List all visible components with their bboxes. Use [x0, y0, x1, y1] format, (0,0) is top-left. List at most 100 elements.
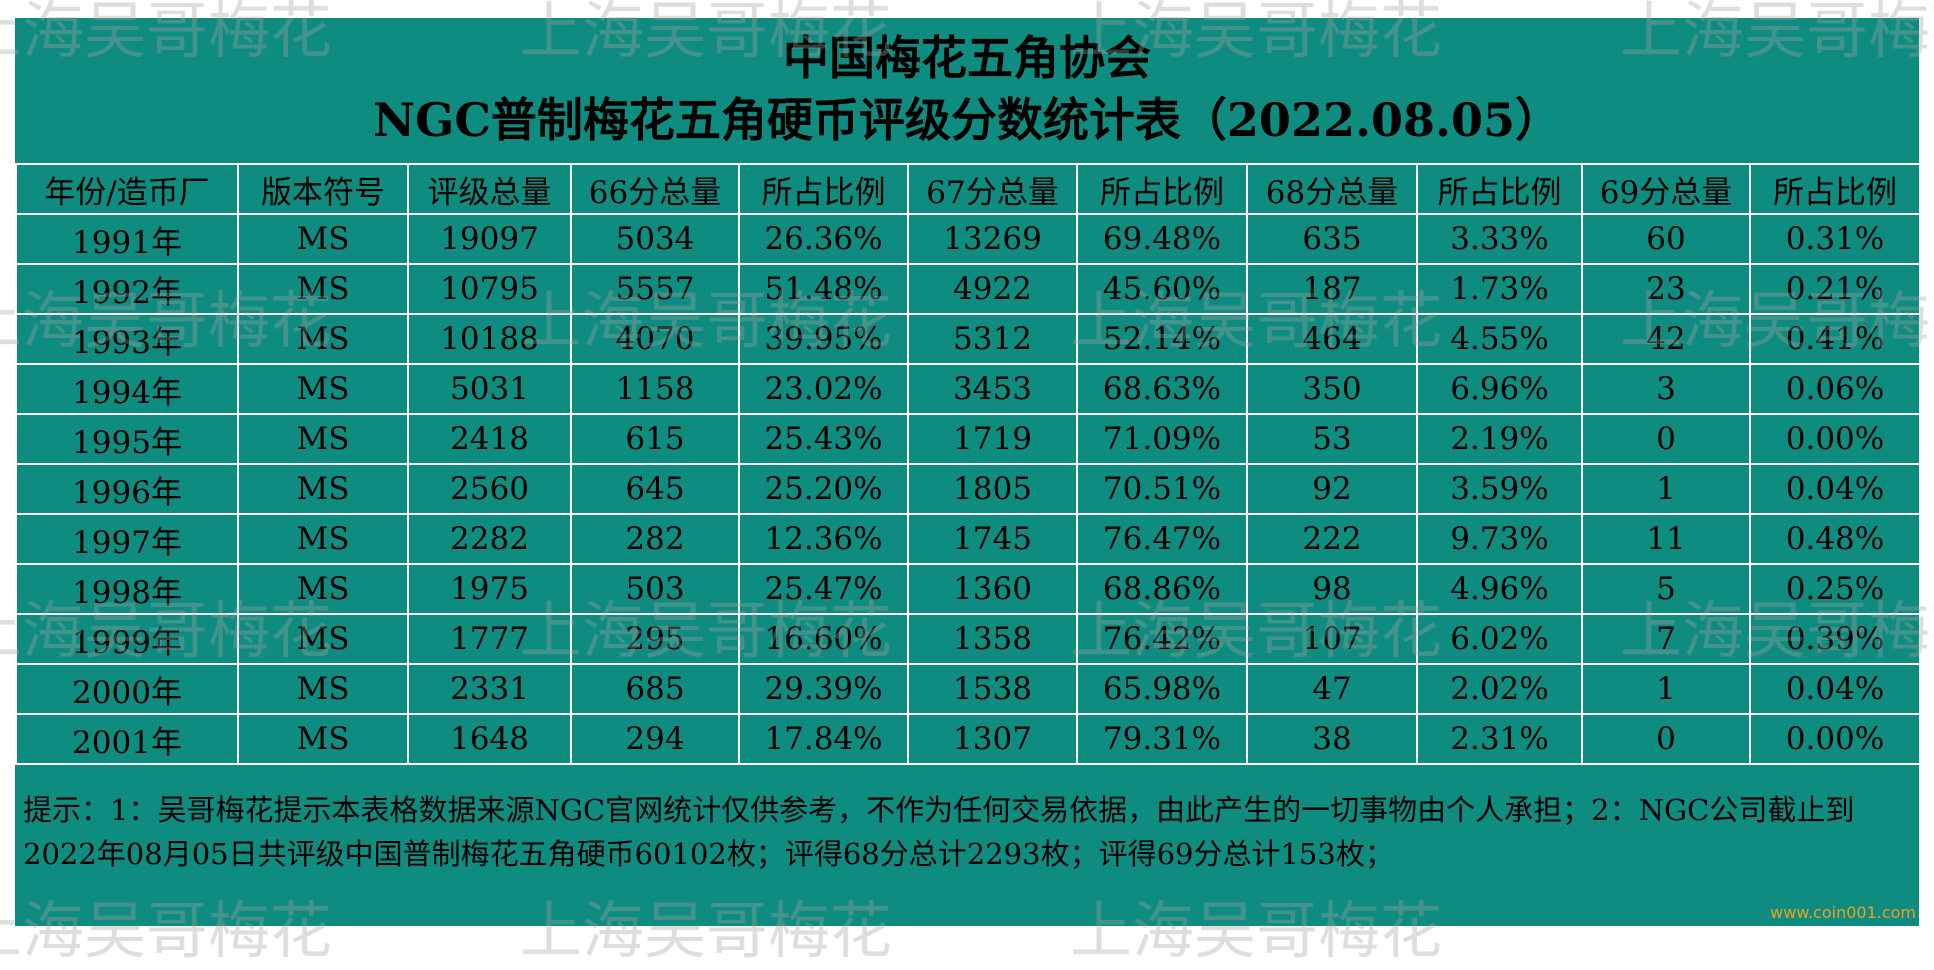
data-row: 1991年 MS 19097 5034 26.36% 13269 69.48% 635 3.33…	[15, 213, 1921, 265]
cell: 52.14%	[1076, 313, 1248, 365]
cell: 1307	[907, 713, 1078, 765]
header-cell: 所占比例	[738, 163, 909, 215]
site-watermark: www.coin001.com	[1770, 903, 1916, 922]
cell: 0.31%	[1749, 213, 1921, 265]
cell: 12.36%	[738, 513, 909, 565]
data-row: 2001年 MS 1648 294 17.84% 1307 79.31% 38 2.31% 0 0.…	[15, 713, 1921, 765]
cell: 3453	[907, 363, 1078, 415]
cell: 0.04%	[1749, 663, 1921, 715]
cell: 222	[1246, 513, 1418, 565]
data-row: 1992年 MS 10795 5557 51.48% 4922 45.60% 187 1.73%…	[15, 263, 1921, 315]
header-cell: 66分总量	[570, 163, 740, 215]
cell: 23.02%	[738, 363, 909, 415]
cell: 1745	[907, 513, 1078, 565]
cell: 2.19%	[1416, 413, 1583, 465]
cell: 1358	[907, 613, 1078, 665]
cell: 1648	[407, 713, 572, 765]
cell: 635	[1246, 213, 1418, 265]
cell: 0.41%	[1749, 313, 1921, 365]
cell: 685	[570, 663, 740, 715]
cell: 11	[1581, 513, 1751, 565]
cell: 187	[1246, 263, 1418, 315]
cell: MS	[237, 463, 409, 515]
header-cell: 所占比例	[1416, 163, 1583, 215]
cell: 295	[570, 613, 740, 665]
cell: 76.42%	[1076, 613, 1248, 665]
cell: 645	[570, 463, 740, 515]
cell: MS	[237, 563, 409, 615]
cell: MS	[237, 713, 409, 765]
header-cell: 年份/造币厂	[15, 163, 239, 215]
cell: 29.39%	[738, 663, 909, 715]
cell: 65.98%	[1076, 663, 1248, 715]
cell: MS	[237, 363, 409, 415]
cell: 1360	[907, 563, 1078, 615]
cell: 98	[1246, 563, 1418, 615]
cell: 1805	[907, 463, 1078, 515]
cell: 19097	[407, 213, 572, 265]
cell: 16.60%	[738, 613, 909, 665]
header-cell: 所占比例	[1076, 163, 1248, 215]
cell: 51.48%	[738, 263, 909, 315]
header-cell: 69分总量	[1581, 163, 1751, 215]
cell: 1719	[907, 413, 1078, 465]
cell: 2331	[407, 663, 572, 715]
cell: 3	[1581, 363, 1751, 415]
cell: 1996年	[15, 463, 239, 515]
cell: 1	[1581, 663, 1751, 715]
cell: 23	[1581, 263, 1751, 315]
cell: 25.47%	[738, 563, 909, 615]
cell: MS	[237, 513, 409, 565]
cell: 0.00%	[1749, 713, 1921, 765]
cell: 92	[1246, 463, 1418, 515]
cell: 1998年	[15, 563, 239, 615]
data-row: 1996年 MS 2560 645 25.20% 1805 70.51% 92 3.59% 1 0.…	[15, 463, 1921, 515]
cell: 2282	[407, 513, 572, 565]
cell: 1.73%	[1416, 263, 1583, 315]
cell: 0	[1581, 713, 1751, 765]
cell: 7	[1581, 613, 1751, 665]
header-cell: 67分总量	[907, 163, 1078, 215]
cell: 1975	[407, 563, 572, 615]
cell: 13269	[907, 213, 1078, 265]
cell: 1995年	[15, 413, 239, 465]
cell: 1777	[407, 613, 572, 665]
cell: 5	[1581, 563, 1751, 615]
cell: 60	[1581, 213, 1751, 265]
cell: 2.02%	[1416, 663, 1583, 715]
cell: 70.51%	[1076, 463, 1248, 515]
subtitle: NGC普制梅花五角硬币评级分数统计表（2022.08.05）	[372, 93, 1562, 147]
cell: 615	[570, 413, 740, 465]
cell: 1999年	[15, 613, 239, 665]
data-row: 1995年 MS 2418 615 25.43% 1719 71.09% 53 2.19% 0 0.…	[15, 413, 1921, 465]
cell: 45.60%	[1076, 263, 1248, 315]
cell: 0.21%	[1749, 263, 1921, 315]
cell: 1994年	[15, 363, 239, 415]
table-body: 年份/造币厂 版本符号 评级总量 66分总量 所占比例 67分总量 所占比例 68分总量 所占比…	[15, 163, 1921, 765]
cell: 79.31%	[1076, 713, 1248, 765]
cell: 1993年	[15, 313, 239, 365]
cell: 0.06%	[1749, 363, 1921, 415]
cell: 1538	[907, 663, 1078, 715]
header-cell: 评级总量	[407, 163, 572, 215]
stats-table: 年份/造币厂 版本符号 评级总量 66分总量 所占比例 67分总量 所占比例 68分总量 所占比…	[15, 163, 1921, 765]
cell: 26.36%	[738, 213, 909, 265]
cell: 69.48%	[1076, 213, 1248, 265]
cell: 4.96%	[1416, 563, 1583, 615]
cell: 350	[1246, 363, 1418, 415]
cell: 294	[570, 713, 740, 765]
cell: 3.59%	[1416, 463, 1583, 515]
cell: 1992年	[15, 263, 239, 315]
cell: 68.86%	[1076, 563, 1248, 615]
header-row: 年份/造币厂 版本符号 评级总量 66分总量 所占比例 67分总量 所占比例 68分总量 所占比…	[15, 163, 1921, 215]
cell: 4922	[907, 263, 1078, 315]
note: 提示：1：吴哥梅花提示本表格数据来源NGC官网统计仅供参考，不作为任何交易依据，…	[23, 793, 1855, 871]
cell: 1997年	[15, 513, 239, 565]
data-row: 1998年 MS 1975 503 25.47% 1360 68.86% 98 4.96% 5 0.…	[15, 563, 1921, 615]
cell: 42	[1581, 313, 1751, 365]
cell: MS	[237, 663, 409, 715]
cell: 4070	[570, 313, 740, 365]
cell: 1158	[570, 363, 740, 415]
cell: 2001年	[15, 713, 239, 765]
